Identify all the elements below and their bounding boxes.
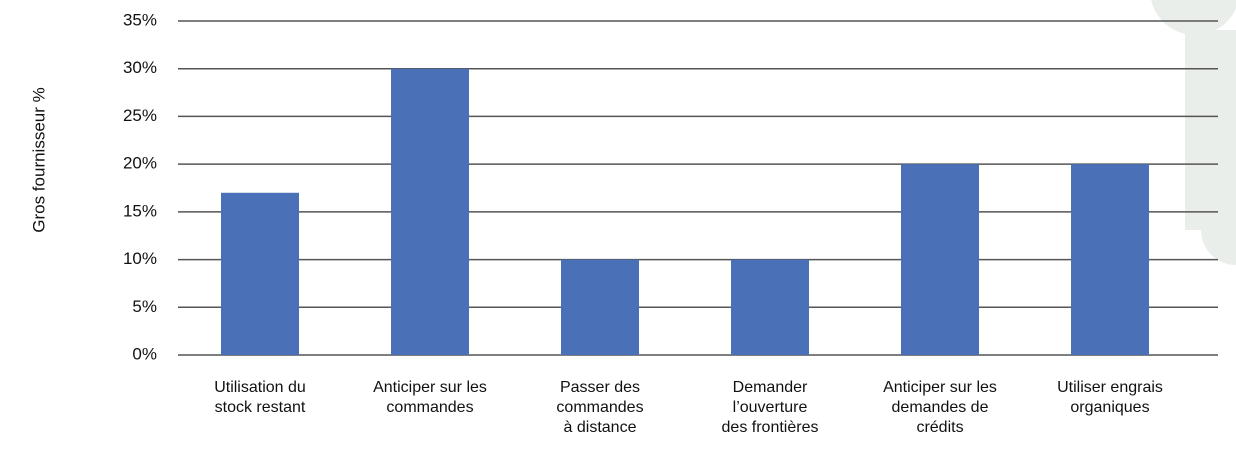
bar — [391, 68, 469, 355]
bar — [901, 164, 979, 355]
x-tick-label: Passer des commandes à distance — [556, 379, 644, 436]
y-axis-title: Gros fournisseur % — [29, 87, 48, 233]
bar — [731, 259, 809, 355]
x-tick-label: Anticiper sur les demandes de crédits — [883, 379, 997, 436]
y-tick-label: 30% — [123, 58, 157, 77]
y-tick-label: 5% — [132, 297, 157, 316]
y-tick-label: 35% — [123, 10, 157, 29]
background-decoration — [1151, 0, 1236, 265]
y-tick-label: 20% — [123, 154, 157, 173]
bar — [221, 192, 299, 355]
y-tick-label: 25% — [123, 106, 157, 125]
x-tick-label: Demander l’ouverture des frontières — [721, 379, 819, 436]
y-tick-label: 15% — [123, 201, 157, 220]
y-tick-label: 10% — [123, 249, 157, 268]
x-tick-label: Anticiper sur les commandes — [373, 379, 487, 416]
y-tick-label: 0% — [132, 344, 157, 363]
bar — [1071, 164, 1149, 355]
x-tick-label: Utilisation du stock restant — [214, 379, 306, 416]
x-tick-label: Utiliser engrais organiques — [1057, 379, 1163, 416]
bar — [561, 259, 639, 355]
